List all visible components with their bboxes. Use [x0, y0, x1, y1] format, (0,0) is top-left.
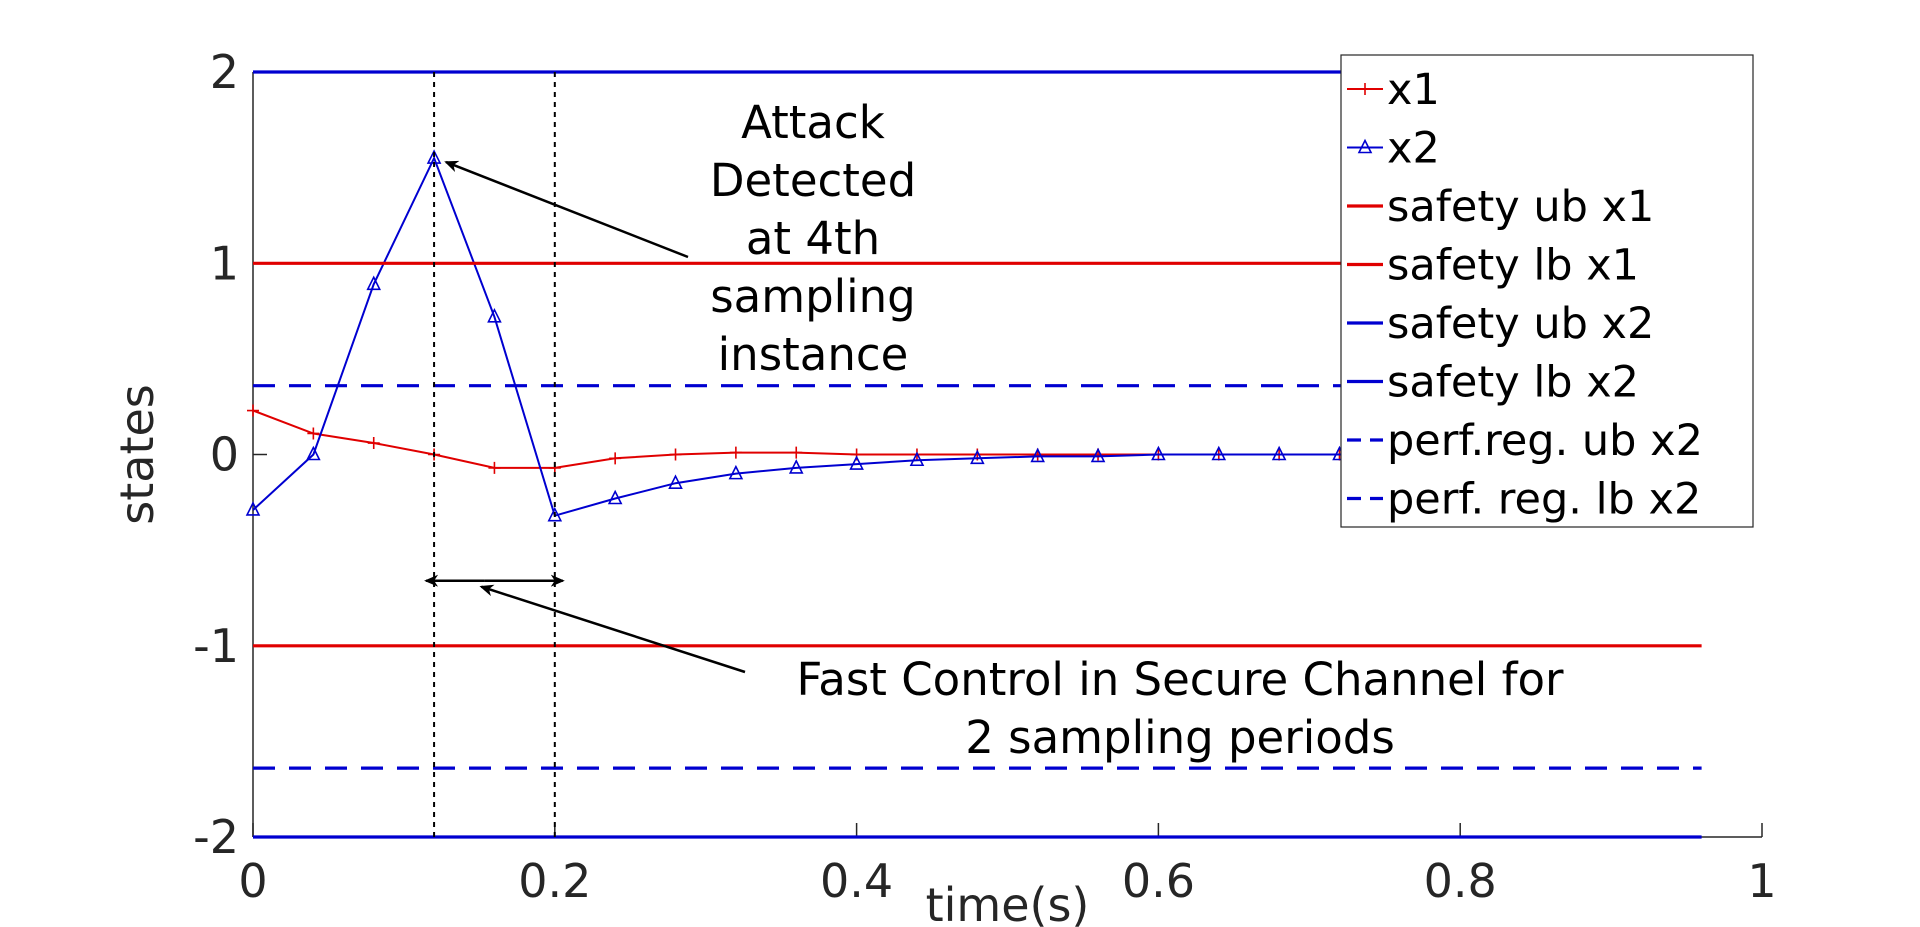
x-tick-label: 0.8 — [1424, 854, 1497, 908]
legend-label-0: x1 — [1387, 65, 1440, 115]
x-tick-label: 1 — [1747, 854, 1776, 908]
annotation-fast-control-text: 2 sampling periods — [965, 711, 1395, 764]
legend-label-5: safety lb x2 — [1387, 358, 1639, 408]
legend: x1 x2 safety ub x1 safety lb x1 safety ub x2… — [1340, 54, 1754, 528]
data-point-x1 — [790, 446, 803, 459]
data-point-x2 — [668, 474, 683, 489]
data-point-x2 — [366, 275, 382, 291]
legend-label-1: x2 — [1387, 124, 1440, 174]
legend-box — [1340, 54, 1754, 528]
x-tick-label: 0 — [238, 854, 267, 908]
legend-label-4: safety ub x2 — [1387, 299, 1654, 349]
data-point-x2 — [849, 455, 864, 470]
data-point-x2 — [788, 459, 804, 474]
annotation-attack-text: at 4th — [746, 212, 880, 265]
annotation-attack-text: instance — [718, 328, 909, 381]
annotation-fast-control-arrow — [479, 584, 746, 674]
data-point-x2 — [1151, 445, 1166, 461]
annotation-attack-text: Attack — [741, 96, 885, 149]
x-tick-label: 0.4 — [820, 854, 893, 908]
data-point-x1 — [307, 427, 320, 440]
data-point-x2 — [728, 464, 744, 480]
data-point-x1 — [367, 437, 380, 450]
legend-marker-triangle — [1357, 138, 1373, 154]
data-point-x2 — [970, 449, 985, 465]
legend-label-3: safety lb x1 — [1387, 241, 1639, 291]
legend-label-6: perf.reg. ub x2 — [1387, 416, 1703, 466]
data-point-x2 — [487, 308, 502, 323]
y-tick-label: -2 — [193, 810, 239, 864]
data-point-x1 — [669, 448, 682, 461]
data-point-x1 — [488, 461, 501, 474]
x-tick-label: 0.6 — [1122, 854, 1195, 908]
annotation-attack-text: sampling — [710, 270, 916, 323]
data-point-x2 — [547, 506, 563, 522]
annotation-attack-arrow — [444, 160, 689, 259]
vertical-markers — [433, 72, 556, 837]
data-point-x2 — [1090, 447, 1106, 463]
legend-marker-plus — [1359, 83, 1371, 95]
x-axis-label: time(s) — [926, 878, 1090, 927]
data-point-x2 — [1271, 445, 1287, 461]
annotation-attack-text: Detected — [710, 154, 916, 207]
y-tick-label: 2 — [210, 45, 239, 99]
axes: 0 0.2 0.4 0.6 0.8 1 -2 -1 0 1 2 time(s) states — [110, 45, 1777, 927]
data-point-x1 — [247, 404, 259, 417]
y-tick-label: 1 — [210, 236, 239, 290]
annotation-fast-control-text: Fast Control in Secure Channel for — [797, 653, 1564, 706]
data-point-x1 — [729, 446, 742, 459]
x-tick-label: 0.2 — [518, 854, 591, 908]
data-point-x2 — [607, 489, 623, 505]
y-tick-label: 0 — [210, 428, 239, 482]
data-point-x2 — [245, 501, 261, 516]
data-point-x1 — [609, 452, 622, 465]
legend-label-7: perf. reg. lb x2 — [1387, 475, 1701, 525]
data-point-x2 — [1211, 445, 1227, 461]
data-point-x2 — [909, 451, 925, 467]
legend-label-2: safety ub x1 — [1387, 182, 1654, 232]
y-tick-label: -1 — [193, 619, 239, 673]
y-axis-label: states — [110, 384, 164, 525]
data-point-x2 — [306, 445, 321, 461]
data-point-x2 — [1030, 447, 1045, 463]
